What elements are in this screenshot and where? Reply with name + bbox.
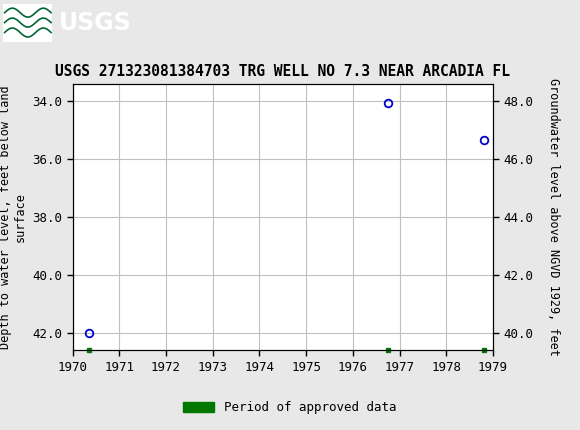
Title: USGS 271323081384703 TRG WELL NO 7.3 NEAR ARCADIA FL: USGS 271323081384703 TRG WELL NO 7.3 NEA… [55,64,510,79]
Text: USGS: USGS [59,11,132,34]
Y-axis label: Groundwater level above NGVD 1929, feet: Groundwater level above NGVD 1929, feet [548,78,560,356]
Bar [3,3,52,42]
Legend: Period of approved data: Period of approved data [178,396,402,419]
Y-axis label: Depth to water level, feet below land
surface: Depth to water level, feet below land su… [0,85,27,349]
